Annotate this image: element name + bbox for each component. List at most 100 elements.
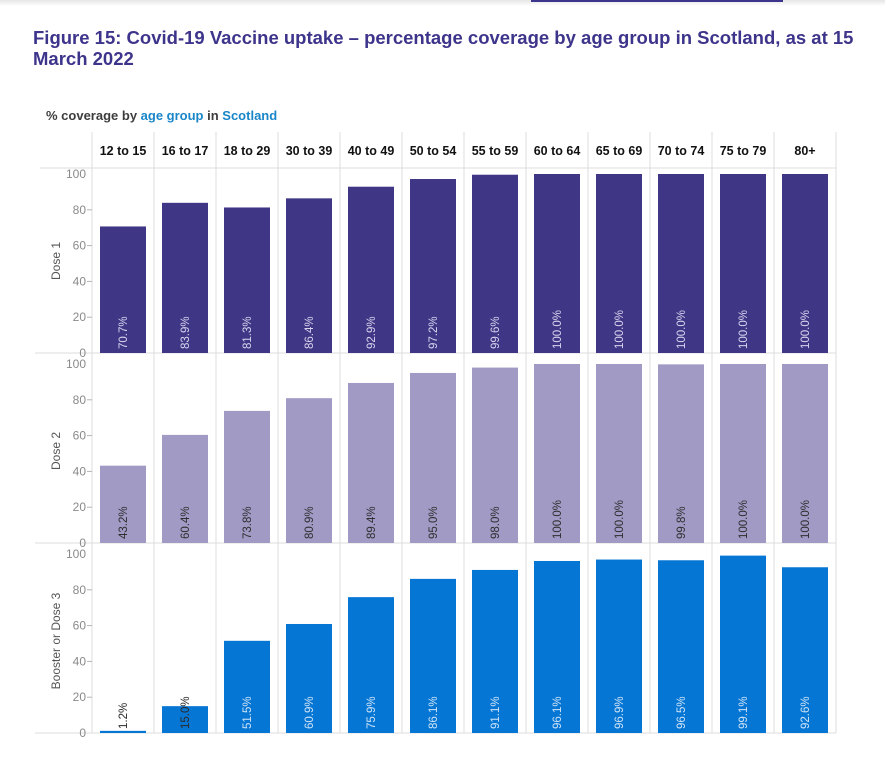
bar-value-label: 70.7% [118,316,130,349]
bar [720,555,766,733]
subtitle-middle: in [203,108,223,123]
bar [286,198,332,353]
bar [410,372,456,543]
age-group-header: 18 to 29 [224,144,271,158]
panel-row-label: Dose 1 [49,242,63,280]
bar [658,364,704,543]
age-group-header: 55 to 59 [472,144,519,158]
bar [162,434,208,543]
bar-value-label: 92.6% [800,696,812,729]
y-tick-label: 20 [73,310,87,324]
bar [100,730,146,733]
bar-value-label: 99.1% [738,696,750,729]
y-tick-label: 60 [73,619,87,633]
y-tick-label: 40 [73,464,87,478]
bar-value-label: 75.9% [366,696,378,729]
bar-value-label: 86.4% [304,316,316,349]
y-tick-label: 20 [73,690,87,704]
age-group-header: 16 to 17 [162,144,209,158]
chart-subtitle: % coverage by age group in Scotland [46,108,277,123]
bar [472,174,518,353]
age-group-header: 75 to 79 [720,144,767,158]
bar-value-label: 80.9% [304,506,316,539]
bar [100,465,146,543]
bar [720,174,766,353]
bar-value-label: 100.0% [800,310,812,349]
y-tick-label: 60 [73,239,87,253]
bar-value-label: 92.9% [366,316,378,349]
age-group-header: 12 to 15 [100,144,147,158]
y-tick-label: 80 [73,583,87,597]
bar-value-label: 43.2% [118,506,130,539]
y-tick-label: 40 [73,274,87,288]
bar [348,597,394,733]
bar [224,410,270,543]
bar [534,364,580,543]
age-group-header: 70 to 74 [658,144,705,158]
bar-value-label: 1.2% [118,703,130,729]
y-tick-label: 100 [66,547,86,561]
age-group-header: 40 to 49 [348,144,395,158]
bar [782,364,828,543]
figure-title: Figure 15: Covid-19 Vaccine uptake – per… [33,27,854,69]
bar [224,207,270,353]
bar [596,174,642,353]
bar-value-label: 51.5% [242,696,254,729]
y-tick-label: 100 [66,167,86,181]
bar-value-label: 15.0% [180,696,192,729]
bar [410,179,456,353]
bar [720,364,766,543]
bar [224,640,270,733]
y-tick-label: 80 [73,203,87,217]
bar [100,226,146,353]
bar-value-label: 100.0% [552,310,564,349]
cut-off-link-underline [531,0,783,2]
bar-value-label: 73.8% [242,506,254,539]
bar-value-label: 100.0% [614,310,626,349]
bar-value-label: 60.9% [304,696,316,729]
bar-value-label: 95.0% [428,506,440,539]
bar-value-label: 98.0% [490,506,502,539]
bar-value-label: 96.5% [676,696,688,729]
bar [410,578,456,733]
panel-row-label: Booster or Dose 3 [49,592,63,689]
bar [534,174,580,353]
bar [472,569,518,733]
y-tick-label: 80 [73,393,87,407]
subtitle-scotland: Scotland [222,108,278,123]
bar-value-label: 89.4% [366,506,378,539]
bar-value-label: 100.0% [614,500,626,539]
age-group-header: 50 to 54 [410,144,457,158]
bar-value-label: 100.0% [552,500,564,539]
bar-value-label: 81.3% [242,316,254,349]
bar [596,364,642,543]
page-top-edge [0,0,885,6]
age-group-header: 60 to 64 [534,144,581,158]
bar-value-label: 100.0% [738,500,750,539]
bar [286,623,332,733]
bar [658,174,704,353]
bar [782,174,828,353]
bar-value-label: 96.9% [614,696,626,729]
bar [286,398,332,543]
bar [658,560,704,733]
bar [472,367,518,543]
age-group-header: 80+ [794,144,815,158]
bar [348,186,394,353]
bar [782,567,828,733]
y-tick-label: 0 [79,536,86,550]
bar-value-label: 99.8% [676,506,688,539]
bar [162,202,208,353]
y-tick-label: 40 [73,654,87,668]
y-tick-label: 20 [73,500,87,514]
bar [596,559,642,733]
bar-value-label: 60.4% [180,506,192,539]
panel-row-label: Dose 2 [49,432,63,470]
bar-value-label: 83.9% [180,316,192,349]
bar-value-label: 100.0% [800,500,812,539]
bar [348,382,394,543]
age-group-header: 65 to 69 [596,144,643,158]
y-tick-label: 0 [79,726,86,740]
bar [534,560,580,733]
